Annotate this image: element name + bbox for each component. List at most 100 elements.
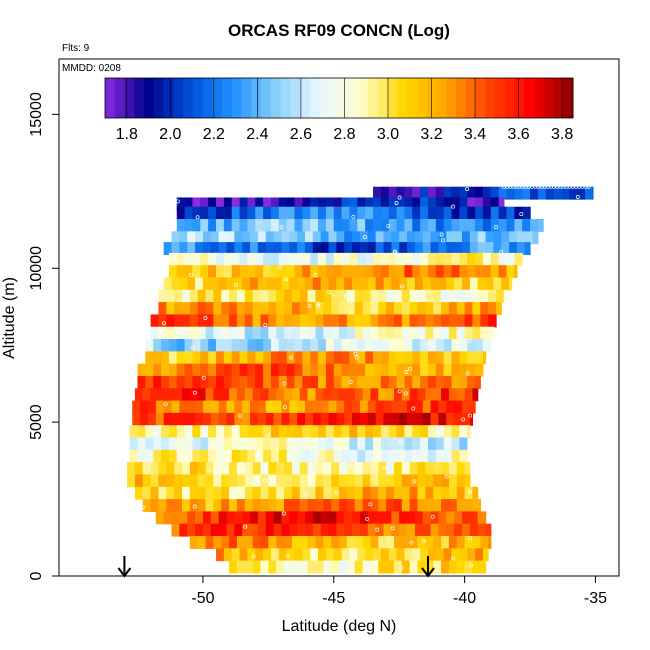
- heat-cell: [252, 486, 262, 500]
- heat-cell: [522, 206, 531, 220]
- heat-cell: [461, 231, 471, 245]
- heat-cell: [383, 511, 392, 525]
- heat-cell: [223, 219, 233, 232]
- heat-cell: [409, 326, 419, 340]
- heat-cell: [493, 242, 502, 256]
- heat-cell: [310, 363, 319, 377]
- heat-cell: [265, 511, 275, 525]
- heat-cell: [163, 400, 173, 414]
- heat-cell: [386, 474, 395, 488]
- heat-cell: [391, 511, 400, 525]
- track-point: [201, 375, 206, 380]
- heat-cell: [244, 560, 254, 574]
- heat-cell: [270, 449, 280, 463]
- heat-cell: [310, 197, 319, 211]
- heat-cell: [341, 548, 351, 562]
- heat-cell: [404, 351, 413, 365]
- heat-cell: [412, 449, 421, 463]
- heat-cell: [278, 548, 288, 562]
- heat-cell: [242, 277, 251, 291]
- heat-cell: [307, 560, 317, 574]
- heat-cell: [270, 375, 280, 389]
- heat-cell: [344, 400, 353, 414]
- heat-cell: [425, 314, 434, 328]
- heat-cell: [509, 277, 513, 291]
- heat-cell: [291, 462, 301, 476]
- heat-cell: [294, 437, 303, 451]
- heat-cell: [158, 289, 167, 303]
- heat-cell: [454, 412, 463, 426]
- heat-cell: [278, 219, 288, 232]
- heat-cell: [216, 425, 225, 439]
- heat-cell: [323, 560, 332, 574]
- track-point: [163, 402, 168, 407]
- colorbar-segment: [261, 78, 272, 118]
- heat-cell: [176, 437, 186, 451]
- heat-cell: [210, 523, 220, 537]
- heat-cell: [255, 206, 264, 220]
- heat-cell: [459, 449, 468, 463]
- heat-cell: [281, 231, 290, 245]
- heat-cell: [412, 363, 421, 377]
- heat-cell: [451, 252, 460, 266]
- heat-cell: [341, 363, 351, 377]
- heat-cell: [200, 206, 209, 220]
- track-point: [446, 439, 451, 444]
- heat-cell: [244, 289, 254, 303]
- heat-cell: [174, 499, 183, 512]
- heat-cell: [184, 449, 194, 463]
- heat-cell: [354, 462, 364, 476]
- heat-cell: [150, 474, 160, 488]
- heat-cell: [469, 231, 479, 245]
- x-tick-label: -40: [453, 590, 476, 607]
- colorbar-segment: [378, 78, 389, 118]
- heat-cell: [257, 523, 267, 537]
- heat-cell: [464, 462, 471, 476]
- colorbar-segment: [426, 78, 437, 118]
- heat-cell: [370, 302, 379, 316]
- heat-cell: [433, 289, 442, 303]
- heat-cell: [346, 302, 356, 316]
- heat-cell: [378, 560, 387, 574]
- track-point: [258, 455, 263, 460]
- colorbar-segment: [173, 78, 184, 118]
- heat-cell: [362, 326, 371, 340]
- heat-cell: [147, 400, 157, 414]
- heat-cell: [417, 535, 426, 549]
- track-point: [251, 554, 256, 559]
- heat-cell: [346, 314, 356, 328]
- heat-cell: [255, 425, 264, 439]
- heat-cell: [210, 242, 220, 256]
- heat-cell: [362, 474, 371, 488]
- heat-cell: [461, 511, 471, 525]
- heat-cell: [216, 375, 225, 389]
- heat-cell: [202, 242, 212, 256]
- heat-cell: [365, 375, 374, 389]
- heat-cell: [496, 314, 497, 328]
- heat-cell: [208, 197, 217, 211]
- heat-cell: [223, 339, 233, 352]
- heat-cell: [276, 560, 285, 574]
- heat-cell: [401, 289, 411, 303]
- heat-cell: [448, 474, 458, 488]
- heat-cell: [229, 499, 238, 512]
- heat-cell: [276, 388, 285, 402]
- heat-cell: [456, 302, 466, 316]
- heat-cell: [346, 499, 356, 512]
- heat-cell: [150, 499, 160, 512]
- heat-cell: [153, 363, 162, 377]
- heat-cell: [409, 462, 419, 476]
- heat-cell: [339, 560, 348, 574]
- heat-cell: [302, 548, 311, 562]
- heat-layer: [155, 511, 487, 525]
- heat-cell: [252, 499, 262, 512]
- colorbar-segment: [251, 78, 262, 118]
- heat-cell: [176, 252, 186, 266]
- arrow-head: [117, 567, 132, 578]
- heat-cell: [168, 265, 178, 279]
- colorbar-segment: [475, 78, 486, 118]
- heat-cell: [239, 252, 249, 266]
- heat-cell: [482, 339, 492, 352]
- heat-cell: [328, 231, 337, 245]
- colorbar-segment: [514, 78, 525, 118]
